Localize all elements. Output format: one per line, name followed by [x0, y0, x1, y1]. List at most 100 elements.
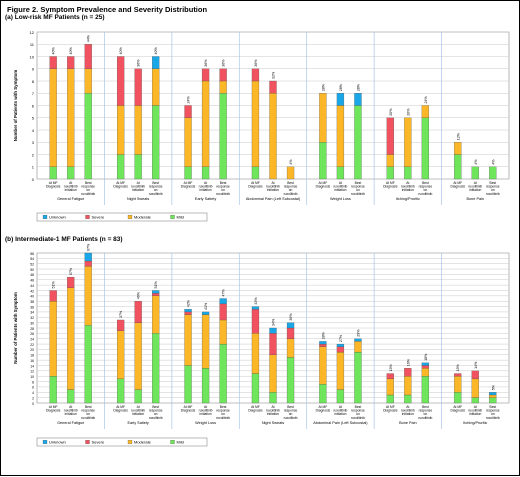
group-label: General Fatigue: [57, 421, 84, 425]
legend-swatch-unknown: [42, 440, 48, 444]
bar-segment-unknown: [251, 306, 260, 310]
bar-percent-label: 40%: [154, 47, 158, 55]
bar-segment-severe: [251, 309, 260, 334]
bar-segment-severe: [67, 276, 75, 288]
bar-category-label: At ruxolitinib initiation: [199, 181, 213, 192]
bar-segment-mild: [251, 373, 260, 404]
bar-segment-unknown: [489, 392, 497, 396]
y-tick-label: 6: [32, 386, 34, 390]
bar-category-label: At MF Diagnosis: [383, 181, 398, 189]
legend-label: Mild: [177, 215, 184, 220]
bar-segment-severe: [201, 68, 210, 82]
bar-percent-label: 28%: [321, 83, 325, 91]
bar-segment-unknown: [354, 93, 362, 106]
bar-category-label: At ruxolitinib initiation: [468, 405, 482, 416]
bar-segment-moderate: [386, 378, 394, 396]
bar-percent-label: 47%: [222, 289, 226, 297]
bar-percent-label: 36%: [222, 59, 226, 67]
legend-label: Severe: [92, 440, 105, 445]
bar-category-label: Best response on ruxolitinib: [486, 181, 500, 196]
bar-category-label: Best response on ruxolitinib: [418, 405, 432, 420]
bar-percent-label: 40%: [119, 47, 123, 55]
bar-percent-label: 57%: [69, 267, 73, 275]
bar-segment-severe: [116, 319, 125, 331]
bar-segment-moderate: [286, 338, 295, 358]
bar-segment-mild: [319, 384, 327, 404]
legend-label: Mild: [177, 440, 184, 445]
bar-category-label: At ruxolitinib initiation: [131, 181, 145, 192]
bar-percent-label: 37%: [119, 310, 123, 318]
figure-title: Figure 2. Symptom Prevalence and Severit…: [7, 5, 208, 14]
bar-segment-moderate: [84, 266, 92, 326]
y-tick-label: 0: [32, 177, 35, 182]
y-tick-label: 4: [32, 391, 34, 395]
bar-category-label: At MF Diagnosis: [113, 405, 128, 413]
bar-segment-moderate: [184, 314, 192, 366]
bar-category-label: At MF Diagnosis: [46, 405, 61, 413]
bar-segment-moderate: [404, 117, 412, 167]
bar-category-label: Best response on ruxolitinib: [418, 181, 432, 196]
bar-category-label: At ruxolitinib initiation: [333, 181, 347, 192]
group-label: Abdominal Pain (Left Subcostal): [313, 421, 368, 425]
bar-segment-moderate: [404, 376, 412, 396]
bar-percent-label: 36%: [137, 59, 141, 67]
bar-segment-unknown: [336, 343, 345, 347]
bar-category-label: Best response on ruxolitinib: [351, 181, 365, 196]
y-tick-label: 2: [32, 396, 34, 400]
y-tick-label: 11: [30, 42, 35, 47]
bar-segment-unknown: [319, 341, 327, 345]
bar-category-label: At MF Diagnosis: [316, 181, 331, 189]
bar-segment-mild: [421, 376, 430, 404]
bar-segment-severe: [386, 117, 394, 155]
bar-percent-label: 32%: [272, 71, 276, 79]
bar-segment-mild: [404, 394, 412, 404]
legend-swatch-mild: [170, 215, 175, 219]
bar-percent-label: 36%: [254, 59, 258, 67]
y-tick-label: 8: [32, 79, 35, 84]
bar-segment-mild: [454, 392, 462, 404]
y-tick-label: 3: [32, 140, 35, 145]
bar-segment-severe: [454, 373, 462, 377]
y-tick-label: 10: [30, 54, 35, 59]
bar-segment-unknown: [84, 252, 92, 262]
bar-segment-severe: [84, 44, 92, 69]
bar-category-label: At ruxolitinib initiation: [333, 405, 347, 416]
bar-segment-moderate: [319, 346, 327, 385]
group-label: Night Sweats: [127, 197, 149, 201]
bar-category-label: Best response on ruxolitinib: [351, 405, 365, 420]
group-label: Weight Loss: [195, 421, 216, 425]
bar-segment-unknown: [219, 298, 227, 305]
bar-segment-severe: [286, 327, 295, 339]
bar-segment-moderate: [67, 287, 75, 390]
legend-label: Moderate: [134, 440, 152, 445]
legend-swatch-moderate: [127, 215, 133, 219]
y-tick-label: 2: [32, 152, 35, 157]
bar-percent-label: 14%: [474, 361, 478, 369]
bar-percent-label: 24%: [187, 96, 191, 104]
bar-segment-moderate: [454, 142, 462, 155]
group-label: Itching/Pruritic: [463, 421, 487, 425]
bar-segment-moderate: [251, 333, 260, 374]
y-axis-label: Number of Patients with Symptom: [13, 292, 18, 364]
group-label: Bone Pain: [467, 197, 485, 201]
bar-segment-moderate: [471, 378, 479, 398]
bar-percent-label: 36%: [204, 59, 208, 67]
bar-segment-unknown: [421, 362, 430, 366]
y-tick-label: 5: [32, 116, 35, 121]
bar-segment-severe: [219, 68, 227, 82]
bar-segment-mild: [116, 378, 125, 404]
bar-segment-mild: [354, 351, 362, 404]
bar-segment-severe: [116, 56, 125, 106]
bar-category-label: At MF Diagnosis: [248, 181, 263, 189]
bar-percent-label: 18%: [424, 353, 428, 361]
bar-percent-label: 46%: [137, 291, 141, 299]
bar-percent-label: 36%: [289, 313, 293, 321]
y-tick-label: 12: [30, 370, 34, 374]
panel-b-title: (b) Intermediate-1 MF Patients (n = 83): [5, 236, 123, 243]
bar-segment-severe: [404, 368, 412, 377]
legend-label: Unknown: [49, 215, 66, 220]
y-tick-label: 42: [30, 289, 34, 293]
y-tick-label: 46: [30, 279, 34, 283]
